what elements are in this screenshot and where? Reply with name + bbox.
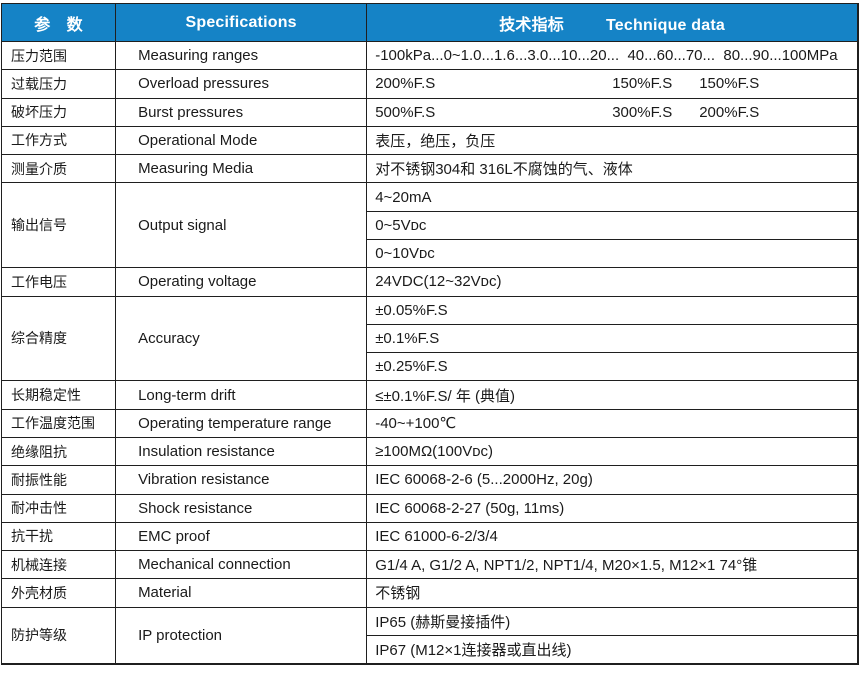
table-row: IP67 (M12×1连接器或直出线) xyxy=(2,634,859,665)
spec-cell: EMC proof xyxy=(115,521,368,552)
value-cell: 4~20mA xyxy=(366,182,859,212)
value-cell: G1/4 A, G1/2 A, NPT1/2, NPT1/4, M20×1.5,… xyxy=(366,550,859,580)
table-row: 机械连接 Mechanical connection G1/4 A, G1/2 … xyxy=(0,550,859,580)
param-cell: 耐冲击性 xyxy=(0,493,117,523)
value-cell: ±0.1%F.S xyxy=(366,323,859,354)
table-row: 压力范围 Measuring ranges -100kPa...0~1.0...… xyxy=(0,40,859,71)
param-cell: 工作温度范围 xyxy=(0,408,117,438)
table-row: 0~10Vᴅᴄ xyxy=(2,238,859,269)
value-cell: ±0.25%F.S xyxy=(366,352,859,382)
table-header-row: 参 数 Specifications 技术指标 Technique data xyxy=(0,3,859,42)
value-cell: IEC 60068-2-27 (50g, 11ms) xyxy=(366,493,859,523)
spec-cell: Burst pressures xyxy=(115,97,368,127)
param-cell: 防护等级 xyxy=(0,606,117,665)
param-cell: 耐振性能 xyxy=(0,465,117,495)
param-cell: 破坏压力 xyxy=(0,97,117,127)
spec-table: 参 数 Specifications 技术指标 Technique data 压力… xyxy=(0,3,859,665)
table-row: 输出信号 Output signal 4~20mA xyxy=(0,182,859,269)
spec-cell: Long-term drift xyxy=(115,380,368,410)
value-cell: 0~5Vᴅᴄ xyxy=(366,210,859,240)
table-row: ±0.25%F.S xyxy=(2,352,859,382)
param-cell: 输出信号 xyxy=(0,182,117,269)
param-cell: 长期稳定性 xyxy=(0,380,117,410)
value-part: 150%F.S xyxy=(612,75,673,93)
value-cell: ≥100MΩ(100Vᴅᴄ) xyxy=(366,436,859,467)
value-part: 300%F.S xyxy=(612,103,673,121)
param-cell: 测量介质 xyxy=(0,154,117,184)
param-cell: 绝缘阻抗 xyxy=(0,436,117,467)
param-cell: 工作方式 xyxy=(0,125,117,156)
header-cell-param: 参 数 xyxy=(0,3,117,42)
value-cell: 0~10Vᴅᴄ xyxy=(366,238,859,269)
value-cell: 24VDC(12~32Vᴅᴄ) xyxy=(366,267,859,297)
spec-cell: Operating temperature range xyxy=(115,408,368,438)
value-cell: IEC 61000-6-2/3/4 xyxy=(366,521,859,552)
table-row: 抗干扰 EMC proof IEC 61000-6-2/3/4 xyxy=(0,521,859,552)
spec-cell: Shock resistance xyxy=(115,493,368,523)
header-tech-en-label: Technique data xyxy=(606,16,725,34)
param-cell: 过载压力 xyxy=(0,69,117,99)
spec-cell: Operating voltage xyxy=(115,267,368,297)
param-cell: 外壳材质 xyxy=(0,578,117,608)
spec-cell: Output signal xyxy=(115,182,368,269)
value-cell: 不锈钢 xyxy=(366,578,859,608)
spec-cell: Operational Mode xyxy=(115,125,368,156)
table-row: 综合精度 Accuracy ±0.05%F.S xyxy=(0,295,859,382)
table-row: 过载压力 Overload pressures 200%F.S 150%F.S 15… xyxy=(0,69,859,99)
value-cell: -40~+100℃ xyxy=(366,408,859,438)
param-cell: 机械连接 xyxy=(0,550,117,580)
spec-cell: IP protection xyxy=(115,606,368,665)
spec-cell: Accuracy xyxy=(115,295,368,382)
param-cell: 抗干扰 xyxy=(0,521,117,552)
header-spec-label: Specifications xyxy=(185,13,297,31)
spec-cell: Overload pressures xyxy=(115,69,368,99)
header-cell-specifications: Specifications xyxy=(115,3,368,42)
value-part: 200%F.S xyxy=(375,75,436,93)
table-row: 耐振性能 Vibration resistance IEC 60068-2-6 … xyxy=(0,465,859,495)
header-param-label: 参 数 xyxy=(34,16,83,34)
value-cell: IEC 60068-2-6 (5...2000Hz, 20g) xyxy=(366,465,859,495)
value-cell: -100kPa...0~1.0...1.6...3.0...10...20...… xyxy=(366,40,859,71)
header-tech-zh-label: 技术指标 xyxy=(499,16,565,34)
header-cell-technique-data: 技术指标 Technique data xyxy=(366,3,859,42)
value-part: 500%F.S xyxy=(375,103,436,121)
param-cell: 工作电压 xyxy=(0,267,117,297)
table-row: 耐冲击性 Shock resistance IEC 60068-2-27 (50… xyxy=(0,493,859,523)
param-cell: 压力范围 xyxy=(0,40,117,71)
value-part: 200%F.S xyxy=(699,103,760,121)
value-cell: 对不锈钢304和 316L不腐蚀的气、液体 xyxy=(366,154,859,184)
table-row: 工作方式 Operational Mode 表压，绝压，负压 xyxy=(0,125,859,156)
value-part: 150%F.S xyxy=(699,75,760,93)
table-row: 破坏压力 Burst pressures 500%F.S 300%F.S 200%F… xyxy=(0,97,859,127)
value-cell: IP67 (M12×1连接器或直出线) xyxy=(366,634,859,665)
table-row: 防护等级 IP protection IP65 (赫斯曼接插件) xyxy=(0,606,859,665)
value-cell: IP65 (赫斯曼接插件) xyxy=(366,606,859,636)
spec-cell: Vibration resistance xyxy=(115,465,368,495)
param-cell: 综合精度 xyxy=(0,295,117,382)
value-cell: ≤±0.1%F.S/ 年 (典值) xyxy=(366,380,859,410)
table-row: 绝缘阻抗 Insulation resistance ≥100MΩ(100Vᴅᴄ… xyxy=(0,436,859,467)
spec-cell: Measuring ranges xyxy=(115,40,368,71)
table-row: 工作温度范围 Operating temperature range -40~+… xyxy=(0,408,859,438)
value-cell: 200%F.S 150%F.S 150%F.S xyxy=(366,69,859,99)
table-row: 测量介质 Measuring Media 对不锈钢304和 316L不腐蚀的气、… xyxy=(0,154,859,184)
value-cell: ±0.05%F.S xyxy=(366,295,859,325)
table-row: 外壳材质 Material 不锈钢 xyxy=(0,578,859,608)
table-row: 0~5Vᴅᴄ xyxy=(2,210,859,240)
spec-cell: Insulation resistance xyxy=(115,436,368,467)
spec-cell: Mechanical connection xyxy=(115,550,368,580)
value-cell: 表压，绝压，负压 xyxy=(366,125,859,156)
spec-cell: Material xyxy=(115,578,368,608)
table-row: 工作电压 Operating voltage 24VDC(12~32Vᴅᴄ) xyxy=(0,267,859,297)
spec-cell: Measuring Media xyxy=(115,154,368,184)
table-row: 长期稳定性 Long-term drift ≤±0.1%F.S/ 年 (典值) xyxy=(0,380,859,410)
value-cell: 500%F.S 300%F.S 200%F.S xyxy=(366,97,859,127)
